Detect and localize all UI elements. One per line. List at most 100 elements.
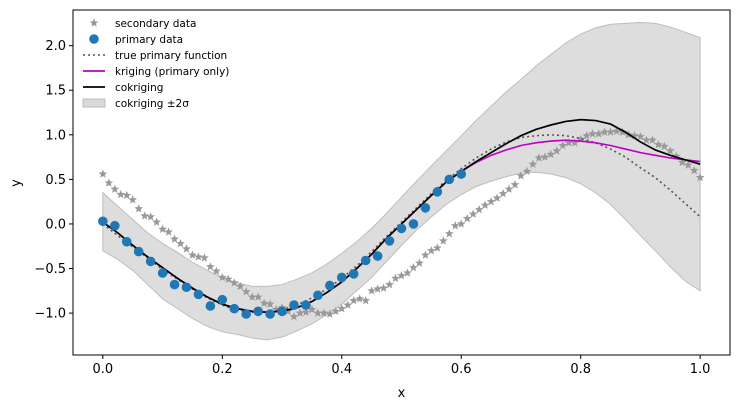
secondary-data-point <box>612 126 621 135</box>
primary-data-series <box>98 169 467 319</box>
secondary-data-point <box>558 140 568 150</box>
primary-data-point <box>313 290 323 301</box>
secondary-data-point <box>474 205 484 214</box>
primary-data-point <box>444 174 455 185</box>
secondary-data-point <box>247 292 257 301</box>
secondary-data-point <box>331 306 341 316</box>
secondary-data-point <box>534 153 544 162</box>
secondary-data-point <box>128 195 138 204</box>
primary-data-point <box>360 255 371 266</box>
primary-data-point <box>241 309 252 319</box>
primary-data-point <box>289 300 299 310</box>
x-tick-label: 0.0 <box>93 362 114 377</box>
primary-data-point <box>372 251 383 261</box>
secondary-data-point <box>576 134 586 143</box>
axes-frame <box>72 9 731 356</box>
secondary-data-point <box>540 152 550 161</box>
secondary-data-point <box>426 246 436 255</box>
primary-data-point <box>301 300 311 310</box>
secondary-data-point <box>444 229 454 238</box>
secondary-data-point <box>456 219 466 228</box>
secondary-data-point <box>194 252 203 261</box>
primary-data-point <box>133 246 144 257</box>
primary-data-point <box>145 256 156 267</box>
secondary-data-point <box>630 131 639 140</box>
secondary-data-point <box>164 227 173 236</box>
secondary-data-point <box>229 278 239 287</box>
secondary-data-point <box>289 312 299 321</box>
secondary-data-point <box>695 173 705 182</box>
secondary-data-point <box>319 308 329 317</box>
secondary-data-point <box>588 129 597 138</box>
legend-entry: true primary function <box>83 50 227 62</box>
secondary-data-point <box>259 298 269 308</box>
legend-label: primary data <box>115 34 183 46</box>
secondary-data-point <box>516 171 526 180</box>
primary-data-point <box>325 280 335 291</box>
secondary-data-point <box>600 127 609 136</box>
secondary-data-point <box>283 306 293 316</box>
legend-star-icon <box>89 18 99 27</box>
secondary-data-point <box>498 189 508 198</box>
secondary-data-point <box>200 253 209 262</box>
secondary-data-point <box>552 146 562 155</box>
x-tick-label: 1.0 <box>690 362 711 377</box>
secondary-data-point <box>295 308 305 317</box>
primary-data-point <box>229 303 240 314</box>
secondary-data-point <box>241 287 251 296</box>
primary-data-point <box>408 219 419 229</box>
legend-band-icon <box>82 98 106 108</box>
secondary-data-point <box>504 184 514 193</box>
secondary-data-point <box>409 263 418 272</box>
secondary-data-point <box>564 138 574 147</box>
x-tick-label: 0.4 <box>331 362 352 377</box>
legend-label: cokriging ±2σ <box>115 98 189 110</box>
x-tick-label: 0.6 <box>451 362 472 377</box>
secondary-data-point <box>349 296 359 305</box>
secondary-data-point <box>313 308 323 317</box>
secondary-data-point <box>432 243 442 252</box>
y-tick-label: 1.5 <box>45 84 66 99</box>
plot-area <box>98 21 705 341</box>
secondary-data-point <box>307 304 317 314</box>
secondary-data-point <box>421 250 430 259</box>
primary-data-point <box>348 269 359 279</box>
secondary-data-point <box>188 250 197 259</box>
legend-label: secondary data <box>115 18 196 30</box>
secondary-data-point <box>486 197 496 206</box>
y-tick-label: 0.0 <box>45 217 66 232</box>
primary-data-point <box>384 236 395 246</box>
secondary-data-point <box>176 238 185 248</box>
secondary-data-point <box>403 268 412 277</box>
legend-circle-icon <box>89 34 99 44</box>
secondary-data-point <box>116 189 126 199</box>
secondary-data-point <box>653 140 663 149</box>
secondary-data-point <box>98 169 108 178</box>
secondary-data-point <box>462 214 472 223</box>
secondary-data-point <box>618 127 627 136</box>
secondary-data-point <box>659 141 669 151</box>
secondary-data-point <box>325 309 335 318</box>
x-axis-label: x <box>398 386 406 401</box>
y-tick-label: 1.0 <box>45 128 66 143</box>
secondary-data-point <box>361 296 371 305</box>
secondary-data-point <box>415 258 424 267</box>
secondary-data-point <box>492 193 502 202</box>
y-tick-label: −1.0 <box>34 307 66 322</box>
legend-label: kriging (primary only) <box>115 66 229 78</box>
secondary-data-point <box>510 180 520 189</box>
secondary-data-point <box>665 146 675 155</box>
legend-label: cokriging <box>115 82 163 94</box>
secondary-data-point <box>636 131 645 141</box>
secondary-data-point <box>546 149 556 159</box>
axes: 0.0 0.2 0.4 0.6 0.8 1.0 −1.0 −0.5 0.0 0.5 1.0 1.5 2.… <box>34 9 731 377</box>
secondary-data-point <box>337 304 347 313</box>
secondary-data-point <box>170 234 179 243</box>
legend: secondary data primary data true primary f… <box>82 18 229 110</box>
primary-data-point <box>121 236 132 247</box>
secondary-data-point <box>271 304 281 314</box>
y-tick-label: −0.5 <box>34 262 66 277</box>
secondary-data-point <box>647 135 657 144</box>
secondary-data-point <box>253 292 263 301</box>
secondary-data-point <box>217 272 227 282</box>
